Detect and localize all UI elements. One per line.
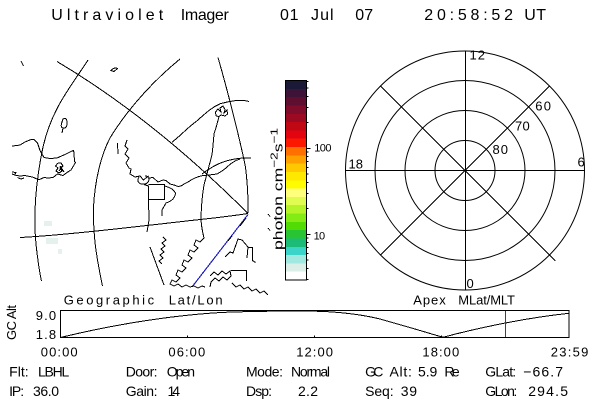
svg-text:01: 01 — [280, 7, 299, 24]
svg-text:GC Alt: GC Alt — [4, 305, 19, 340]
svg-text:Gain:: Gain: — [126, 383, 158, 399]
svg-text:2.2: 2.2 — [298, 383, 318, 399]
svg-text:20:58:52: 20:58:52 — [424, 7, 513, 24]
svg-text:Flt:: Flt: — [9, 364, 29, 380]
svg-text:photon cm−2s−1: photon cm−2s−1 — [270, 127, 286, 250]
svg-text:14: 14 — [168, 383, 181, 399]
svg-text:70: 70 — [515, 119, 530, 134]
svg-text:Ultraviolet: Ultraviolet — [51, 7, 164, 24]
svg-text:60: 60 — [535, 98, 551, 113]
svg-text:18:00: 18:00 — [422, 345, 459, 360]
svg-text:07: 07 — [355, 7, 373, 24]
svg-text:294.5: 294.5 — [528, 383, 568, 399]
svg-text:36.0: 36.0 — [33, 383, 59, 399]
svg-text:1.8: 1.8 — [36, 327, 56, 342]
svg-text:6: 6 — [578, 155, 585, 170]
svg-text:12: 12 — [470, 48, 486, 63]
svg-text:Seq:: Seq: — [365, 383, 394, 399]
svg-text:5.9: 5.9 — [418, 364, 438, 380]
svg-text:Apex: Apex — [413, 293, 446, 308]
svg-text:Lat/Lon: Lat/Lon — [169, 293, 223, 308]
svg-text:LBHL: LBHL — [38, 364, 70, 380]
svg-text:18: 18 — [349, 157, 364, 172]
svg-text:GLat:: GLat: — [485, 364, 516, 380]
svg-text:10: 10 — [314, 230, 326, 242]
svg-text:9.0: 9.0 — [36, 308, 56, 323]
svg-text:Mode:: Mode: — [246, 364, 283, 380]
svg-text:100: 100 — [314, 143, 331, 155]
svg-text:−66.7: −66.7 — [523, 364, 563, 380]
svg-text:0: 0 — [467, 276, 474, 291]
svg-text:IP:: IP: — [9, 383, 24, 399]
svg-text:12:00: 12:00 — [296, 345, 333, 360]
svg-text:GC: GC — [365, 364, 383, 380]
svg-text:Door:: Door: — [126, 364, 158, 380]
svg-text:Open: Open — [167, 364, 195, 380]
svg-text:MLat/MLT: MLat/MLT — [458, 293, 515, 308]
svg-text:UT: UT — [524, 7, 546, 24]
svg-text:GLon:: GLon: — [485, 383, 517, 399]
svg-text:80: 80 — [493, 142, 509, 157]
svg-text:Normal: Normal — [291, 364, 330, 380]
svg-text:06:00: 06:00 — [168, 345, 205, 360]
svg-text:39: 39 — [401, 383, 418, 399]
svg-text:00:00: 00:00 — [41, 345, 78, 360]
svg-text:23:59: 23:59 — [551, 345, 589, 360]
svg-text:Re: Re — [444, 364, 460, 380]
svg-text:Geographic: Geographic — [64, 293, 155, 308]
svg-text:Imager: Imager — [181, 7, 230, 24]
svg-text:Jul: Jul — [311, 7, 334, 24]
svg-text:Dsp:: Dsp: — [246, 383, 272, 399]
svg-text:Alt:: Alt: — [390, 364, 412, 380]
